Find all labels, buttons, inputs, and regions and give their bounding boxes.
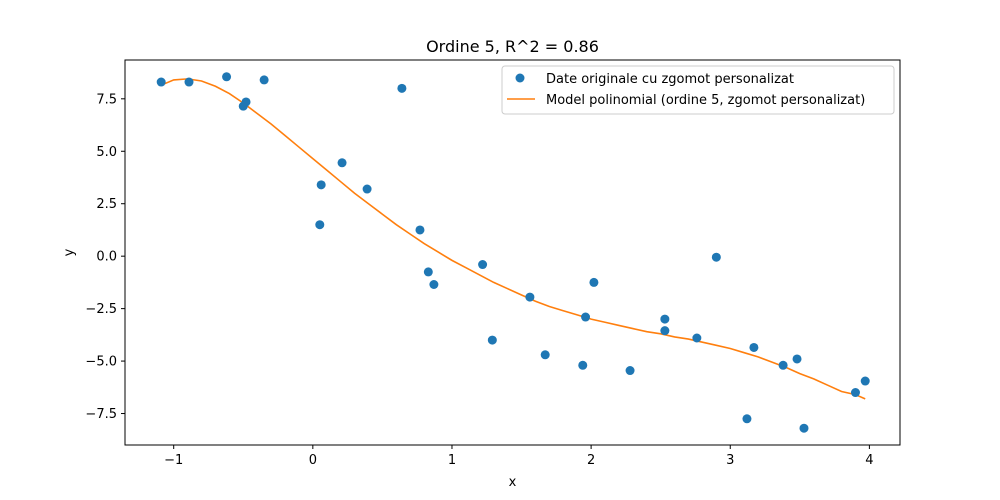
x-axis-label: x bbox=[509, 475, 517, 490]
legend: Date originale cu zgomot personalizat Mo… bbox=[501, 65, 895, 115]
scatter-point bbox=[799, 423, 809, 433]
x-tick-label: 2 bbox=[587, 453, 595, 468]
model-curve bbox=[160, 78, 866, 400]
scatter-point bbox=[749, 342, 759, 352]
scatter-points-layer bbox=[156, 72, 870, 433]
scatter-point bbox=[692, 333, 702, 343]
scatter-point bbox=[423, 267, 433, 277]
plot-area bbox=[125, 60, 900, 445]
x-tick-label: 3 bbox=[726, 453, 734, 468]
scatter-point bbox=[241, 97, 251, 107]
scatter-point bbox=[429, 280, 439, 289]
y-tick-label: −7.5 bbox=[85, 407, 117, 422]
scatter-point bbox=[711, 252, 721, 262]
y-axis-ticks: −7.5 −5.0 −2.5 0.0 2.5 5.0 7.5 bbox=[85, 92, 125, 422]
x-tick-label: 4 bbox=[865, 453, 873, 468]
scatter-point bbox=[259, 75, 269, 85]
scatter-point bbox=[850, 388, 860, 398]
y-tick-label: −5.0 bbox=[85, 355, 117, 370]
scatter-point bbox=[362, 184, 372, 194]
y-tick-label: 2.5 bbox=[96, 197, 117, 212]
scatter-point bbox=[540, 350, 550, 360]
legend-label-scatter: Date originale cu zgomot personalizat bbox=[546, 72, 794, 87]
scatter-point bbox=[478, 260, 488, 270]
y-tick-label: −2.5 bbox=[85, 302, 117, 317]
y-tick-label: 0.0 bbox=[96, 250, 117, 265]
scatter-point bbox=[792, 354, 802, 364]
scatter-point bbox=[660, 314, 670, 324]
scatter-point bbox=[156, 77, 166, 87]
scatter-point bbox=[184, 77, 194, 87]
scatter-point bbox=[742, 414, 752, 424]
legend-box bbox=[501, 65, 895, 115]
chart-title: Ordine 5, R^2 = 0.86 bbox=[426, 37, 599, 56]
scatter-point bbox=[660, 326, 670, 336]
y-axis-label: y bbox=[62, 248, 77, 256]
plot-frame bbox=[124, 59, 901, 446]
scatter-point bbox=[487, 335, 497, 345]
scatter-point bbox=[222, 72, 232, 82]
legend-label-model: Model polinomial (ordine 5, zgomot perso… bbox=[546, 93, 865, 108]
scatter-point bbox=[316, 180, 326, 190]
scatter-point bbox=[578, 360, 588, 370]
scatter-point bbox=[415, 225, 425, 235]
scatter-point bbox=[337, 158, 347, 168]
scatter-point bbox=[397, 83, 407, 93]
model-curve-layer bbox=[160, 78, 866, 400]
legend-scatter-marker bbox=[515, 73, 525, 83]
y-tick-label: 5.0 bbox=[96, 145, 117, 160]
scatter-point bbox=[860, 376, 870, 386]
x-axis-ticks: −1 0 1 2 3 4 bbox=[164, 445, 874, 468]
x-tick-label: 1 bbox=[448, 453, 456, 468]
scatter-point bbox=[625, 366, 635, 376]
y-tick-label: 7.5 bbox=[96, 92, 117, 107]
scatter-point bbox=[525, 292, 535, 302]
scatter-point bbox=[589, 277, 599, 287]
scatter-point bbox=[581, 312, 591, 322]
x-tick-label: −1 bbox=[164, 453, 183, 468]
scatter-point bbox=[315, 220, 325, 230]
scatter-point bbox=[778, 360, 788, 370]
x-tick-label: 0 bbox=[309, 453, 317, 468]
